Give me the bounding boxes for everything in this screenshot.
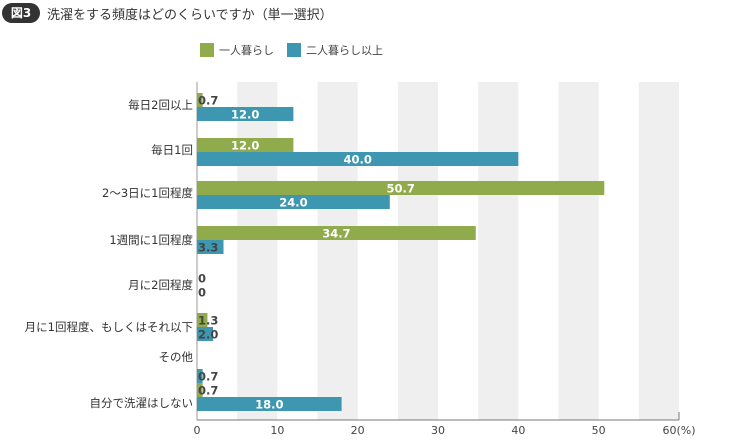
data-label: 50.7 [386,182,414,196]
bar-multi [197,152,519,166]
data-label: 24.0 [279,196,307,210]
category-label: 毎日1回 [151,143,193,157]
grid-band [478,82,519,420]
grid-band [317,82,358,420]
data-label: 34.7 [322,227,350,241]
bar-single [197,181,605,195]
data-label: 18.0 [255,398,283,412]
category-label: 2〜3日に1回程度 [102,186,193,200]
bar-single [197,93,203,107]
category-label: 月に2回程度 [128,278,193,292]
legend-swatch [200,43,214,57]
grid-band [558,82,599,420]
bar-multi [197,240,224,254]
bar-multi [197,397,342,411]
bar-single [197,138,294,152]
data-label: 0.7 [198,94,218,108]
data-label: 1.3 [198,314,218,328]
x-tick-label: 50 [592,424,606,437]
legend-label: 一人暮らし [219,44,274,57]
data-label: 12.0 [231,139,259,153]
x-tick-label: 20 [351,424,365,437]
grid-band [397,82,438,420]
x-tick-label: 0 [194,424,201,437]
bar-multi [197,369,203,383]
data-label: 0 [198,272,206,286]
x-tick-label: 30 [431,424,445,437]
legend-swatch [287,43,301,57]
data-label: 0 [198,286,206,300]
data-label: 40.0 [343,153,371,167]
legend-label: 二人暮らし以上 [306,44,383,57]
bar-multi [197,327,214,341]
data-label: 12.0 [231,108,259,122]
data-label: 0.7 [198,384,218,398]
legend-item-single: 一人暮らし [200,42,274,58]
data-label: 3.3 [198,241,218,255]
bar-single [197,383,203,397]
x-tick-label: 10 [270,424,284,437]
bar-single [197,226,476,240]
legend-item-multi: 二人暮らし以上 [287,42,383,58]
bar-multi [197,107,294,121]
category-label: 月に1回程度、もしくはそれ以下 [24,320,193,334]
figure-badge: 図3 [2,3,40,23]
bar-single [197,313,208,327]
chart-title: 洗濯をする頻度はどのくらいですか（単一選択） [47,8,333,23]
bar-multi [197,195,390,209]
data-label: 0.7 [198,370,218,384]
data-label: 2.0 [198,328,218,342]
category-label: 毎日2回以上 [128,98,193,112]
x-tick-label: 60(%) [662,424,695,437]
category-label: 1週間に1回程度 [109,233,193,247]
grid-band [638,82,679,420]
grid-band [237,82,278,420]
category-label: 自分で洗濯はしない [89,396,194,410]
x-tick-label: 40 [511,424,525,437]
category-label: その他 [158,350,194,364]
